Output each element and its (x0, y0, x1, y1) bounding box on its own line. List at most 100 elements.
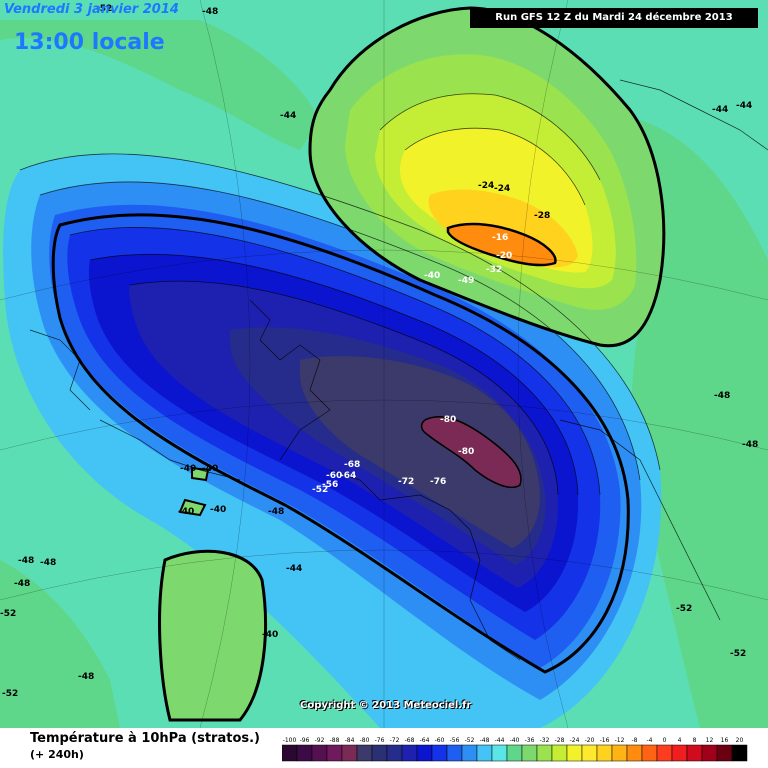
scale-tick-label: -72 (390, 737, 400, 744)
scale-swatch (326, 744, 343, 762)
scale-swatch (581, 744, 598, 762)
label-isotherm: -20 (496, 251, 512, 261)
isotherm-labels: -52 -48 -44 -44 -44 -24 -24 -28 -16 -20 … (0, 4, 758, 699)
legend-title: Température à 10hPa (stratos.) (30, 731, 260, 746)
map-canvas: -52 -48 -44 -44 -44 -24 -24 -28 -16 -20 … (0, 0, 768, 728)
scale-tick-label: -92 (315, 737, 325, 744)
label-isotherm: -76 (430, 477, 446, 487)
scale-swatch (461, 744, 478, 762)
scale-swatch (296, 744, 313, 762)
scale-swatch (701, 744, 718, 762)
scale-tick-label: -36 (525, 737, 535, 744)
label-isotherm: -40 (180, 464, 196, 474)
label-isotherm: -44 (736, 101, 752, 111)
label-isotherm: -49 (458, 276, 474, 286)
contour-bold-vortex (51, 213, 630, 674)
scale-swatch (311, 744, 328, 762)
scale-tick-label: 16 (721, 737, 729, 744)
label-isotherm: -40 (210, 505, 226, 515)
scale-tick-label: -84 (345, 737, 355, 744)
label-isotherm: -40 (178, 507, 194, 517)
scale-swatch (416, 744, 433, 762)
scale-tick-label: -96 (300, 737, 310, 744)
scale-swatch (641, 744, 658, 762)
label-isotherm: -44 (280, 111, 296, 121)
scale-swatch (626, 744, 643, 762)
green-zone-east (631, 120, 768, 728)
label-isotherm: -48 (40, 558, 56, 568)
label-isotherm: -40 (262, 630, 278, 640)
label-isotherm: -40 (202, 464, 218, 474)
label-isotherm: -56 (322, 480, 338, 490)
scale-swatch (566, 744, 583, 762)
scale-swatch (506, 744, 523, 762)
legend-subtitle: (+ 240h) (30, 748, 84, 761)
label-isotherm: -40 (424, 271, 440, 281)
scale-tick-label: 0 (663, 737, 667, 744)
scale-swatch (716, 744, 733, 762)
vortex-minimum (420, 416, 522, 489)
label-isotherm: -80 (458, 447, 474, 457)
graticule (0, 0, 768, 728)
scale-tick-label: -88 (330, 737, 340, 744)
scale-swatch (386, 744, 403, 762)
scale-tick-label: 8 (693, 737, 697, 744)
scale-tick-label: -24 (570, 737, 580, 744)
scale-tick-label: 12 (706, 737, 714, 744)
scale-swatch (731, 744, 748, 762)
scale-swatch (476, 744, 493, 762)
scale-tick-label: -64 (420, 737, 430, 744)
scale-swatch (446, 744, 463, 762)
isotherm-lines (19, 93, 661, 496)
label-isotherm: -24 (494, 184, 510, 194)
scale-tick-label: -8 (632, 737, 638, 744)
label-isotherm: -72 (398, 477, 414, 487)
scale-swatch (401, 744, 418, 762)
scale-swatch (686, 744, 703, 762)
label-isotherm: -64 (340, 471, 356, 481)
scale-tick-label: 20 (736, 737, 744, 744)
dark-vortex-core (300, 356, 540, 548)
label-isotherm: -60 (326, 471, 342, 481)
scale-swatch (356, 744, 373, 762)
scale-swatch (371, 744, 388, 762)
label-isotherm: -52 (2, 689, 18, 699)
scale-swatch (656, 744, 673, 762)
label-isotherm: -52 (730, 649, 746, 659)
green-island-small-1 (178, 498, 207, 517)
label-isotherm: -68 (344, 460, 360, 470)
coastlines (29, 79, 768, 661)
scale-tick-label: 4 (678, 737, 682, 744)
label-isotherm: -52 (676, 604, 692, 614)
green-zone-nw (0, 20, 320, 150)
scale-tick-label: -56 (450, 737, 460, 744)
label-isotherm: -28 (534, 211, 550, 221)
scale-swatch (431, 744, 448, 762)
forecast-time: 13:00 locale (14, 30, 165, 55)
green-zone-sw (0, 560, 120, 728)
scale-swatch (611, 744, 628, 762)
warm-core (446, 222, 557, 267)
scale-swatch (521, 744, 538, 762)
scale-tick-label: -40 (510, 737, 520, 744)
label-isotherm: -48 (202, 7, 218, 17)
copyright-notice: Copyright © 2013 Meteociel.fr (300, 700, 472, 711)
scale-swatch (596, 744, 613, 762)
label-isotherm: -48 (14, 579, 30, 589)
scale-tick-label: -76 (375, 737, 385, 744)
scale-tick-label: -100 (283, 737, 297, 744)
temperature-map: -52 -48 -44 -44 -44 -24 -24 -28 -16 -20 … (0, 0, 768, 728)
model-run-label: Run GFS 12 Z du Mardi 24 décembre 2013 (470, 8, 758, 28)
label-isotherm: -44 (712, 105, 728, 115)
label-isotherm: -24 (478, 181, 494, 191)
label-isotherm: -44 (286, 564, 302, 574)
label-isotherm: -48 (742, 440, 758, 450)
scale-swatch (491, 744, 508, 762)
label-isotherm: -52 (96, 4, 112, 14)
label-isotherm: -32 (486, 265, 502, 275)
scale-tick-label: -32 (540, 737, 550, 744)
scale-swatch (671, 744, 688, 762)
label-isotherm: -52 (312, 485, 328, 495)
forecast-date: Vendredi 3 janvier 2014 (4, 2, 179, 17)
scale-tick-label: -52 (465, 737, 475, 744)
